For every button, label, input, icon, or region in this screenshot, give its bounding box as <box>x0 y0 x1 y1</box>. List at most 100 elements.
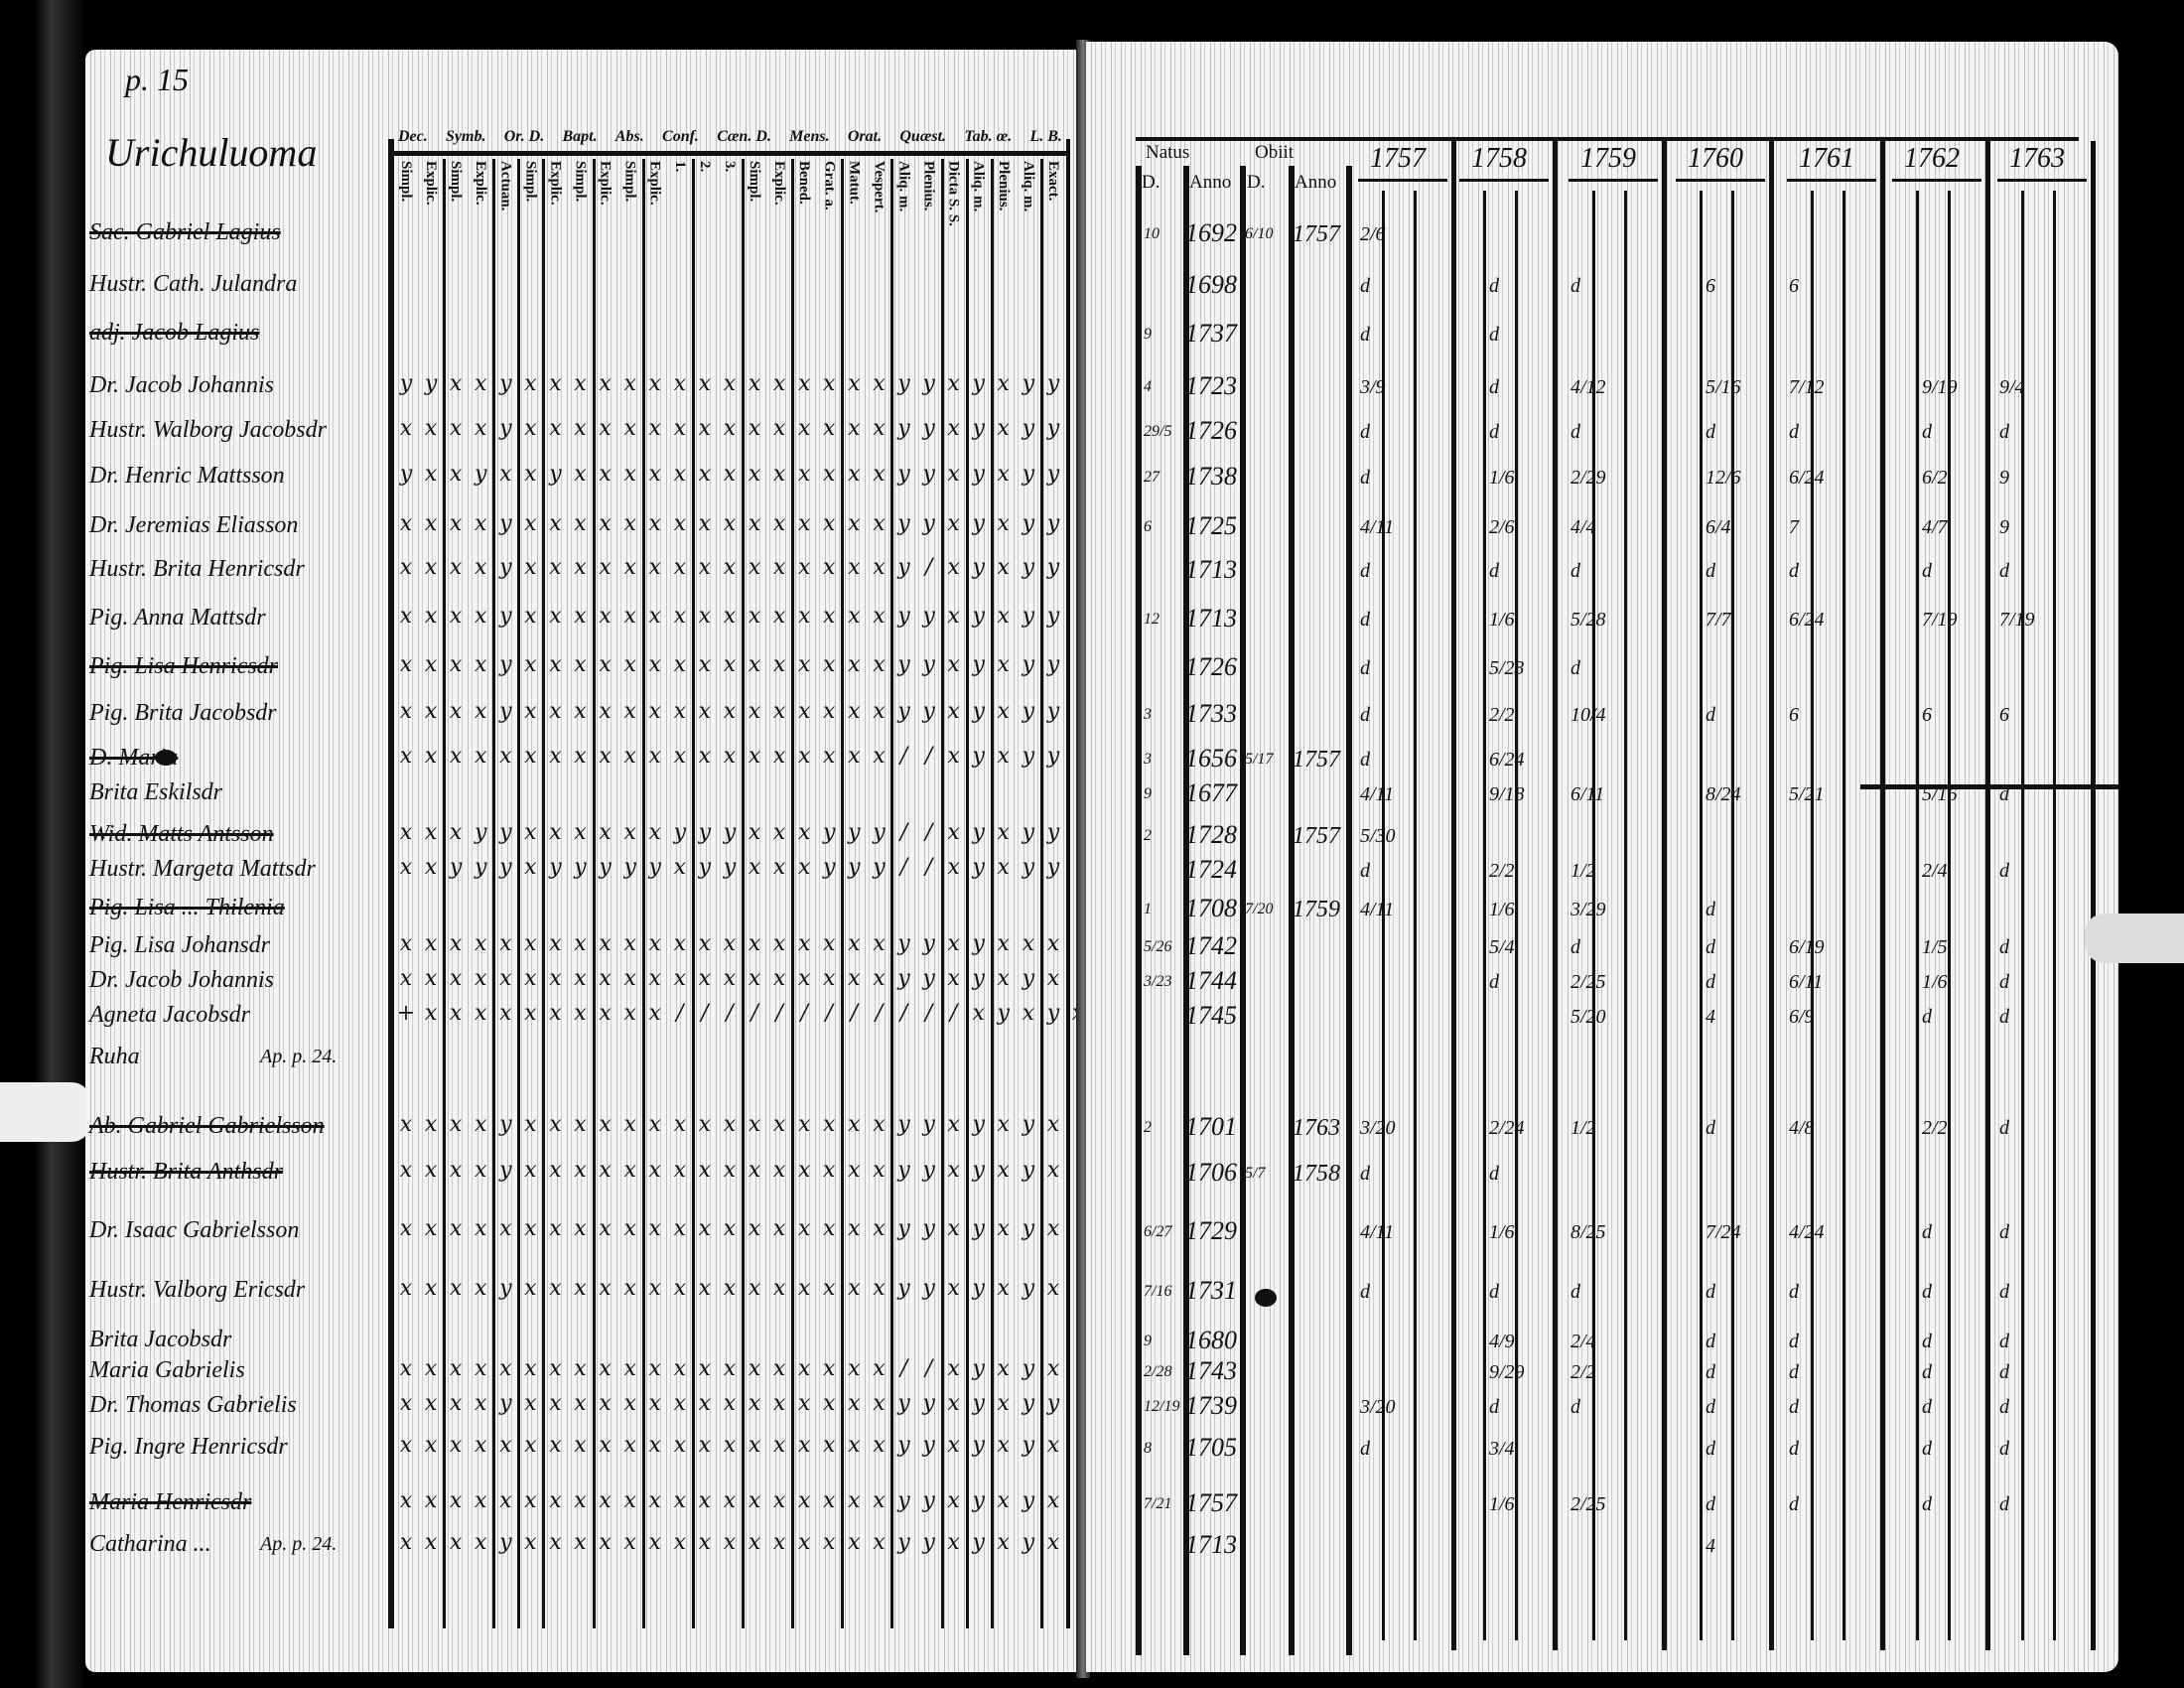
catechism-mark: x <box>424 699 438 724</box>
catechism-mark: x <box>723 462 737 487</box>
catechism-mark: y <box>623 855 636 880</box>
catechism-mark: x <box>574 652 587 677</box>
catechism-mark: y <box>972 931 985 956</box>
catechism-mark: x <box>524 511 537 536</box>
catechism-mark: y <box>499 1276 512 1301</box>
catechism-mark: x <box>772 699 786 724</box>
catechism-mark: y <box>897 555 910 580</box>
year-header: 1760 <box>1688 143 1743 174</box>
catechism-mark: x <box>648 1276 661 1301</box>
catechism-mark: x <box>748 931 761 956</box>
year-entry: 1/2 <box>1570 1117 1596 1139</box>
column-subheader: Explic. <box>473 161 489 206</box>
catechism-mark: y <box>1022 1433 1035 1458</box>
catechism-mark: x <box>549 652 562 677</box>
year-entry: d <box>1706 1281 1715 1303</box>
year-divider <box>1451 141 1456 1650</box>
birth-year: 1731 <box>1185 1276 1237 1305</box>
catechism-mark: x <box>499 966 512 991</box>
catechism-mark: y <box>499 855 512 880</box>
year-entry: 5/20 <box>1570 1006 1606 1028</box>
catechism-mark: x <box>797 1356 811 1381</box>
catechism-mark: x <box>599 1356 612 1381</box>
year-entry: 3/29 <box>1570 899 1606 920</box>
catechism-mark: x <box>797 820 811 845</box>
catechism-mark: x <box>499 1356 512 1381</box>
year-entry: 2/6 <box>1489 516 1515 538</box>
catechism-mark: / <box>850 1001 859 1026</box>
year-entry: d <box>1922 1396 1932 1418</box>
birth-year: 1713 <box>1185 1530 1237 1559</box>
catechism-mark: y <box>499 555 512 580</box>
year-entry: d <box>1999 1331 2009 1352</box>
column-subheader: Simpl. <box>522 161 539 203</box>
catechism-mark: x <box>623 652 636 677</box>
catechism-mark: x <box>1046 1433 1060 1458</box>
catechism-mark: x <box>475 416 487 441</box>
catechism-mark: x <box>648 1216 661 1241</box>
catechism-mark: x <box>499 744 512 769</box>
catechism-mark: x <box>848 416 861 441</box>
catechism-mark: x <box>997 416 1010 441</box>
catechism-mark: x <box>424 1158 438 1183</box>
year-entry: d <box>1706 421 1715 443</box>
catechism-mark: x <box>648 462 661 487</box>
catechism-mark: x <box>848 699 861 724</box>
catechism-mark: x <box>673 511 687 536</box>
catechism-mark: y <box>399 462 413 487</box>
catechism-mark: x <box>599 1530 612 1555</box>
catechism-mark: x <box>623 931 636 956</box>
catechism-mark: x <box>599 555 612 580</box>
year-entry: 1/6 <box>1489 467 1515 489</box>
catechism-mark: x <box>947 1112 960 1137</box>
catechism-mark: x <box>648 699 661 724</box>
catechism-mark: x <box>797 371 811 396</box>
catechism-mark: x <box>1046 1216 1060 1241</box>
year-entry: d <box>1360 704 1370 726</box>
catechism-mark: x <box>848 652 861 677</box>
catechism-mark: y <box>972 416 985 441</box>
birth-day: 8 <box>1144 1440 1152 1457</box>
birth-year: 1713 <box>1185 604 1237 633</box>
catechism-mark: x <box>772 744 786 769</box>
catechism-mark: x <box>673 604 687 629</box>
catechism-mark: x <box>698 652 712 677</box>
birth-day: 4 <box>1144 378 1152 395</box>
catechism-mark: x <box>748 744 761 769</box>
birth-year: 1757 <box>1185 1488 1237 1517</box>
catechism-mark: x <box>549 820 562 845</box>
column-subheader: Simpl. <box>621 161 638 203</box>
catechism-mark: x <box>424 820 438 845</box>
year-entry: d <box>1706 704 1715 726</box>
column-divider <box>990 159 994 1628</box>
catechism-mark: y <box>922 931 935 956</box>
catechism-mark: x <box>848 1112 861 1137</box>
catechism-mark: y <box>1022 1276 1035 1301</box>
catechism-mark: x <box>574 511 587 536</box>
catechism-mark: x <box>449 1391 463 1416</box>
birth-day: 6/27 <box>1144 1223 1172 1240</box>
catechism-mark: x <box>475 744 487 769</box>
column-divider <box>841 159 845 1628</box>
catechism-mark: x <box>424 1530 438 1555</box>
catechism-mark: x <box>772 462 786 487</box>
catechism-mark: y <box>499 820 512 845</box>
birth-day: 6 <box>1144 518 1152 535</box>
catechism-mark: x <box>399 555 413 580</box>
catechism-mark: y <box>823 820 836 845</box>
catechism-mark: x <box>424 416 438 441</box>
catechism-mark: y <box>499 416 512 441</box>
catechism-mark: x <box>947 855 960 880</box>
catechism-mark: x <box>623 416 636 441</box>
catechism-mark: y <box>972 1391 985 1416</box>
catechism-mark: x <box>723 1433 737 1458</box>
catechism-mark: x <box>399 1112 413 1137</box>
year-entry: 5/28 <box>1570 609 1606 631</box>
header-rule <box>1136 137 2079 141</box>
catechism-mark: x <box>424 604 438 629</box>
column-divider <box>492 159 496 1628</box>
catechism-mark: x <box>997 1488 1010 1513</box>
catechism-mark: x <box>599 511 612 536</box>
catechism-mark: x <box>499 1001 512 1026</box>
death-year: 1757 <box>1293 823 1340 849</box>
